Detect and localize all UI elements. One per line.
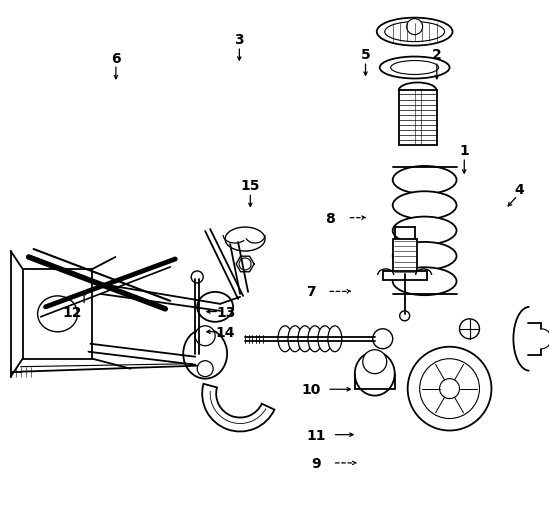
Ellipse shape bbox=[393, 242, 456, 270]
FancyBboxPatch shape bbox=[399, 91, 437, 146]
Ellipse shape bbox=[355, 352, 395, 396]
FancyBboxPatch shape bbox=[23, 270, 92, 359]
Ellipse shape bbox=[328, 326, 342, 352]
Text: 2: 2 bbox=[432, 48, 442, 62]
Ellipse shape bbox=[195, 326, 215, 346]
Ellipse shape bbox=[239, 259, 251, 270]
Ellipse shape bbox=[439, 379, 460, 399]
Ellipse shape bbox=[390, 62, 438, 75]
Ellipse shape bbox=[400, 311, 410, 321]
Ellipse shape bbox=[408, 347, 492, 431]
Ellipse shape bbox=[393, 192, 456, 220]
Text: 13: 13 bbox=[216, 305, 235, 319]
Text: 1: 1 bbox=[459, 144, 469, 158]
Ellipse shape bbox=[373, 329, 393, 349]
Ellipse shape bbox=[197, 292, 233, 322]
Text: 6: 6 bbox=[111, 52, 120, 66]
Ellipse shape bbox=[393, 217, 456, 245]
Text: 15: 15 bbox=[240, 179, 260, 193]
Ellipse shape bbox=[393, 167, 456, 194]
Ellipse shape bbox=[308, 326, 322, 352]
FancyBboxPatch shape bbox=[383, 271, 427, 280]
Ellipse shape bbox=[384, 23, 444, 42]
Ellipse shape bbox=[460, 319, 480, 339]
Text: 8: 8 bbox=[325, 211, 335, 225]
Ellipse shape bbox=[379, 58, 449, 79]
Ellipse shape bbox=[318, 326, 332, 352]
Ellipse shape bbox=[377, 19, 453, 46]
Text: 7: 7 bbox=[306, 285, 316, 299]
Text: 11: 11 bbox=[306, 428, 326, 442]
Wedge shape bbox=[202, 384, 274, 432]
Text: 3: 3 bbox=[234, 33, 244, 47]
Ellipse shape bbox=[191, 271, 203, 283]
Text: 4: 4 bbox=[514, 183, 524, 196]
Text: 5: 5 bbox=[361, 48, 370, 62]
FancyBboxPatch shape bbox=[393, 239, 417, 274]
Ellipse shape bbox=[278, 326, 292, 352]
Text: 12: 12 bbox=[62, 305, 82, 319]
Ellipse shape bbox=[197, 361, 213, 377]
Text: 9: 9 bbox=[311, 456, 321, 470]
Ellipse shape bbox=[406, 20, 422, 35]
Ellipse shape bbox=[393, 268, 456, 295]
Ellipse shape bbox=[183, 329, 227, 379]
Ellipse shape bbox=[37, 296, 78, 332]
Text: 10: 10 bbox=[301, 382, 320, 396]
Ellipse shape bbox=[298, 326, 312, 352]
Text: 14: 14 bbox=[216, 325, 235, 339]
Ellipse shape bbox=[192, 351, 202, 361]
Ellipse shape bbox=[288, 326, 302, 352]
Ellipse shape bbox=[363, 350, 387, 374]
Ellipse shape bbox=[420, 359, 480, 419]
